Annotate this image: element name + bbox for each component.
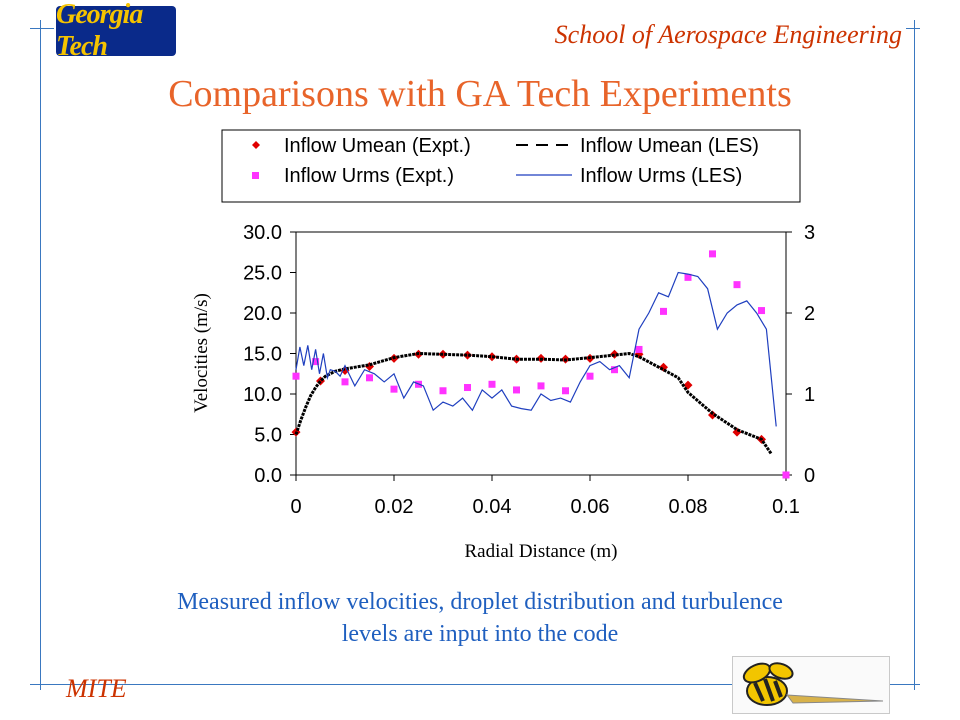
legend-swatch-diamond: [252, 141, 260, 149]
georgia-tech-logo: Georgia Tech: [56, 0, 176, 62]
x-tick-label: 0.08: [669, 496, 708, 518]
urms-expt-point: [758, 307, 765, 315]
x-tick-label: 0: [290, 496, 301, 518]
legend-box: [221, 129, 801, 203]
school-name: School of Aerospace Engineering: [554, 20, 902, 49]
y-tick-label: 0.0: [254, 465, 282, 487]
urms-expt-point: [782, 471, 790, 479]
y-axis-label: Velocities (m/s): [191, 293, 212, 413]
legend-label: Inflow Urms (Expt.): [284, 165, 454, 187]
urms-expt-point: [366, 374, 373, 382]
y-tick-label: 25.0: [243, 263, 282, 285]
y2-tick-label: 3: [804, 222, 815, 244]
x-tick-label: 0.02: [375, 496, 414, 518]
mascot-logo: [732, 656, 890, 714]
frame-right: [914, 20, 915, 690]
urms-expt-point: [660, 307, 667, 315]
urms-expt-point: [292, 372, 300, 380]
urms-expt-point: [390, 385, 398, 393]
urms-expt-point: [709, 250, 716, 258]
frame-left: [40, 20, 41, 690]
urms-expt-point: [684, 273, 692, 281]
caption-line-1: Measured inflow velocities, droplet dist…: [177, 589, 783, 615]
y-tick-label: 5.0: [254, 425, 282, 447]
y-tick-label: 10.0: [243, 384, 282, 406]
logo-text: Georgia Tech: [56, 0, 143, 62]
series-line-1: [294, 351, 773, 455]
x-tick-label: 0.06: [571, 496, 610, 518]
caption: Measured inflow velocities, droplet dist…: [40, 586, 920, 650]
series-group: [291, 250, 790, 479]
axis-ticks: 0 0.02 0.04 0.06 0.08 0.1 0.0 5.0 10.0 15.0 20.0 25…: [243, 222, 815, 518]
urms-expt-point: [537, 382, 545, 390]
y-tick-label: 15.0: [243, 344, 282, 366]
urms-expt-point: [586, 372, 594, 380]
urms-expt-point: [312, 358, 320, 366]
yellow-jacket-mascot-icon: [742, 662, 884, 706]
frame-top-left: [30, 28, 54, 29]
x-axis-label: Radial Distance (m): [464, 541, 617, 562]
legend: Inflow Umean (Expt.) Inflow Umean (LES) In…: [252, 135, 759, 187]
legend-label: Inflow Urms (LES): [580, 165, 742, 187]
legend-swatch-square: [252, 172, 259, 179]
x-tick-label: 0.1: [772, 496, 800, 518]
mite-label: MITE: [66, 674, 127, 703]
y-tick-label: 20.0: [243, 303, 282, 325]
urms-expt-point: [439, 387, 447, 395]
x-tick-label: 0.04: [473, 496, 512, 518]
legend-label: Inflow Umean (LES): [580, 135, 759, 157]
series-line-3: [295, 271, 777, 427]
y2-tick-label: 1: [804, 384, 815, 406]
urms-expt-point: [488, 380, 496, 388]
urms-expt-point: [635, 345, 643, 353]
urms-expt-point: [464, 384, 471, 392]
urms-expt-point: [341, 378, 349, 386]
urms-expt-point: [513, 386, 520, 394]
y2-tick-label: 2: [804, 303, 815, 325]
frame-top-right: [906, 28, 920, 29]
urms-expt-point: [562, 387, 569, 395]
frame-bottom: [30, 684, 920, 685]
umean-expt-point: [487, 352, 497, 362]
plot-area: [295, 231, 787, 476]
legend-label: Inflow Umean (Expt.): [284, 135, 471, 157]
slide-title: Comparisons with GA Tech Experiments: [168, 73, 792, 115]
urms-expt-point: [733, 281, 741, 289]
umean-expt-point: [463, 350, 472, 360]
caption-line-2: levels are input into the code: [341, 621, 619, 647]
y2-tick-label: 0: [804, 465, 815, 487]
y-tick-label: 30.0: [243, 222, 282, 244]
urms-expt-point: [611, 366, 618, 374]
